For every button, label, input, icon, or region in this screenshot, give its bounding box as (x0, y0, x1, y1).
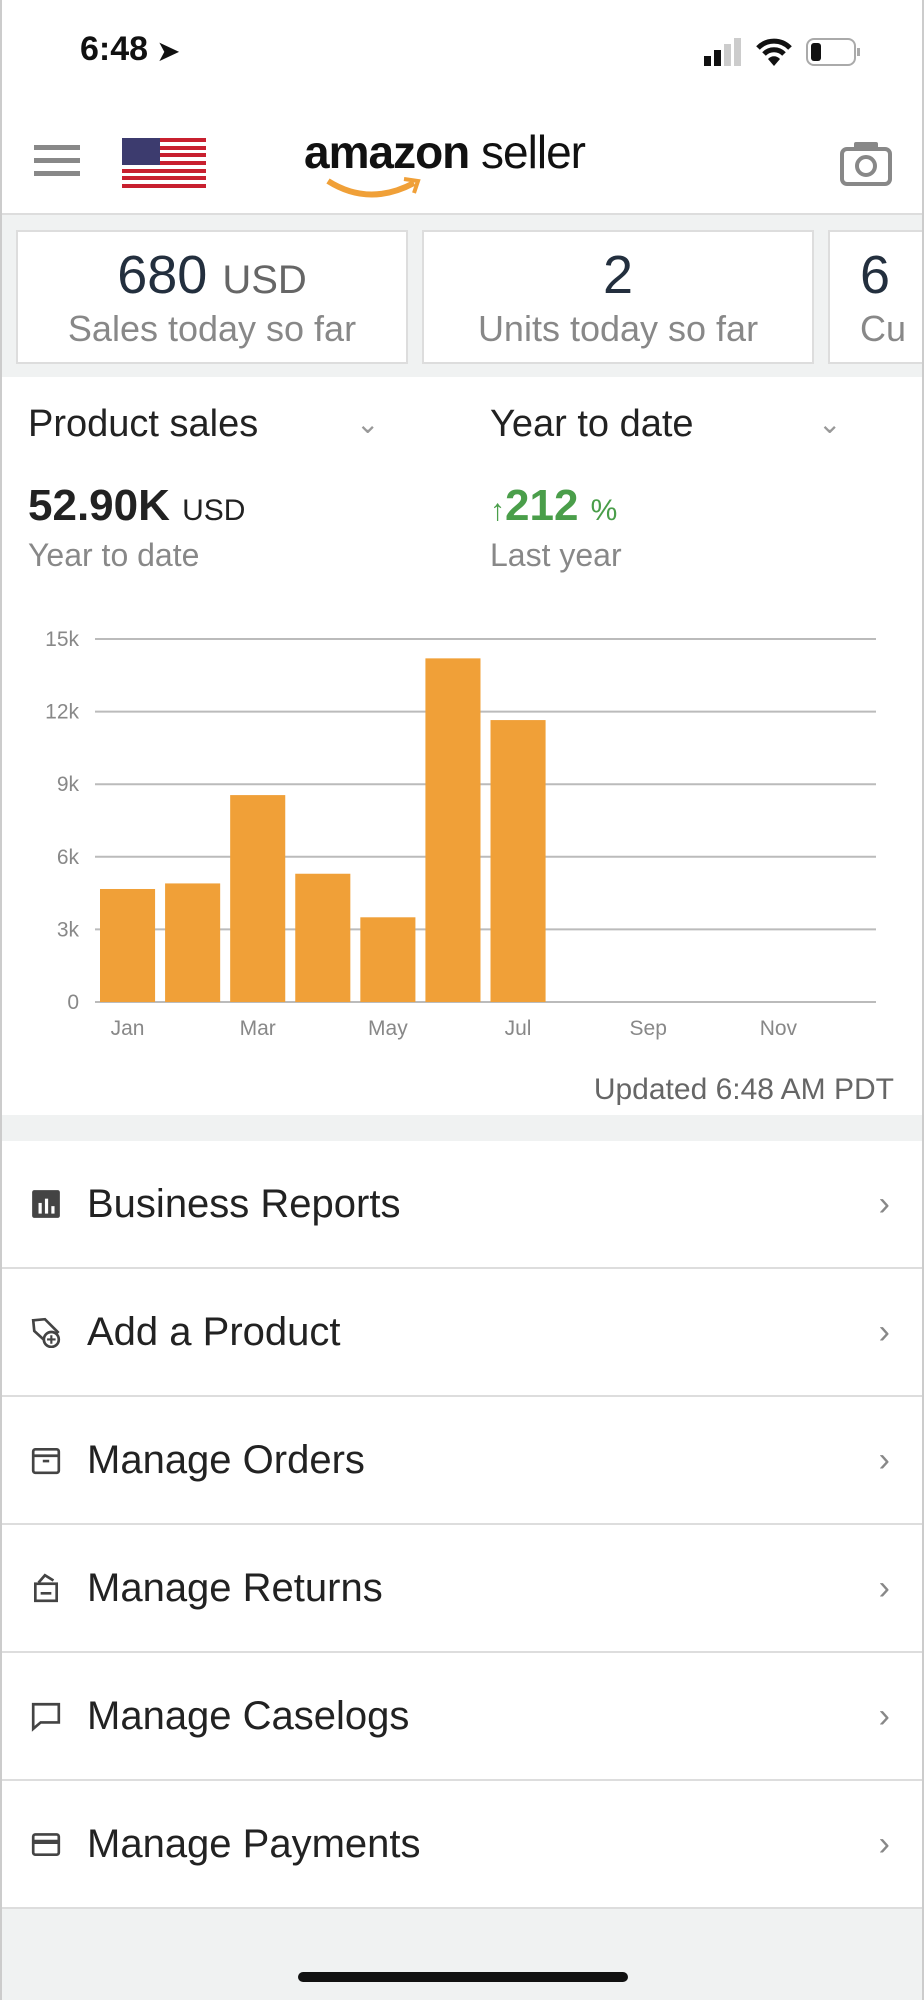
chevron-down-icon[interactable]: ⌄ (356, 408, 380, 439)
chat-icon (31, 1702, 61, 1732)
y-tick-label: 9k (57, 773, 80, 796)
arrow-up-icon: ↑ (490, 494, 505, 527)
tag-plus-icon (31, 1317, 61, 1348)
menu-item-business-reports[interactable]: Business Reports › (2, 1141, 922, 1269)
credit-card-icon (31, 1833, 61, 1856)
sales-unit: USD (182, 494, 246, 527)
bar-chart-icon (32, 1190, 60, 1218)
time-text: 6:48 (80, 30, 149, 68)
bar-jun[interactable] (425, 658, 481, 1002)
y-tick-label: 12k (45, 701, 79, 724)
bar-jan[interactable] (100, 888, 156, 1002)
chevron-right-icon: › (878, 1184, 890, 1223)
x-tick-label: May (368, 1017, 408, 1040)
x-tick-label: Mar (240, 1017, 276, 1040)
sales-sub-label: Year to date (28, 537, 200, 573)
chevron-right-icon: › (878, 1568, 890, 1607)
updated-timestamp: Updated 6:48 AM PDT (593, 1073, 894, 1106)
sales-bar-chart: 0 3k 6k 9k 12k 15k Jan Mar May Jul Sep Nov (45, 628, 876, 1040)
third-card-label: Cu (860, 308, 907, 349)
chevron-right-icon: › (878, 1824, 890, 1863)
clock: 6:48 ➤ (80, 30, 179, 69)
third-summary-card[interactable]: 6 Cu (828, 230, 922, 364)
menu-item-label: Manage Returns (87, 1565, 383, 1610)
bar-may[interactable] (360, 917, 416, 1002)
bar-apr[interactable] (295, 873, 351, 1002)
metric-dropdown[interactable]: Product sales (28, 403, 259, 445)
x-tick-label: Sep (630, 1017, 667, 1040)
change-value: 212 (505, 481, 579, 530)
chevron-right-icon: › (878, 1312, 890, 1351)
units-today-value: 2 (602, 245, 634, 305)
y-tick-label: 6k (57, 846, 80, 869)
x-tick-label: Jul (505, 1017, 532, 1040)
sales-ytd-value: 52.90K (28, 481, 170, 530)
third-card-value: 6 (860, 245, 891, 305)
units-today-card[interactable]: 2 Units today so far (422, 230, 814, 364)
bar-feb[interactable] (165, 883, 221, 1002)
period-dropdown[interactable]: Year to date (490, 403, 694, 445)
y-tick-label: 0 (67, 991, 79, 1014)
camera-icon[interactable] (840, 140, 892, 186)
sales-today-label: Sales today so far (67, 308, 357, 349)
amazon-seller-logo: amazon seller (304, 125, 586, 198)
menu-item-manage-caselogs[interactable]: Manage Caselogs › (2, 1653, 922, 1781)
x-tick-label: Nov (760, 1017, 798, 1040)
menu-item-label: Manage Caselogs (87, 1693, 410, 1738)
battery-icon (806, 38, 860, 66)
box-icon (31, 1448, 61, 1475)
bar-mar[interactable] (230, 795, 286, 1002)
amazon-smile-icon (326, 177, 421, 198)
units-today-label: Units today so far (477, 308, 759, 349)
y-tick-label: 15k (45, 628, 79, 651)
today-summary-cards: 680 USD Sales today so far 2 Units today… (2, 217, 922, 375)
chevron-right-icon: › (878, 1696, 890, 1735)
us-flag-icon[interactable] (122, 138, 206, 188)
menu-list: Business Reports › Add a Product › Manage Or… (2, 1141, 922, 1909)
menu-item-manage-payments[interactable]: Manage Payments › (2, 1781, 922, 1909)
change-unit: % (590, 494, 618, 527)
location-icon: ➤ (157, 36, 180, 66)
x-tick-label: Jan (111, 1017, 145, 1040)
wifi-icon (756, 38, 792, 66)
menu-icon[interactable] (34, 145, 80, 184)
status-bar: 6:48 ➤ (2, 0, 922, 110)
sales-today-value: 680 (117, 245, 208, 305)
signal-icon (704, 38, 741, 66)
top-nav: amazon seller (2, 110, 922, 215)
menu-item-manage-returns[interactable]: Manage Returns › (2, 1525, 922, 1653)
sales-today-unit: USD (222, 258, 307, 302)
home-indicator[interactable] (298, 1972, 628, 1982)
chevron-right-icon: › (878, 1440, 890, 1479)
bar-jul[interactable] (490, 720, 546, 1002)
sales-panel: Product sales ⌄ Year to date ⌄ 52.90K US… (2, 377, 922, 1115)
menu-item-label: Manage Orders (87, 1437, 365, 1482)
menu-item-label: Add a Product (87, 1309, 341, 1354)
chevron-down-icon[interactable]: ⌄ (818, 408, 842, 439)
change-sub-label: Last year (490, 537, 622, 573)
y-tick-label: 3k (57, 918, 80, 941)
return-box-icon (34, 1573, 58, 1603)
menu-item-label: Manage Payments (87, 1821, 421, 1866)
sales-today-card[interactable]: 680 USD Sales today so far (16, 230, 408, 364)
menu-item-add-a-product[interactable]: Add a Product › (2, 1269, 922, 1397)
menu-item-manage-orders[interactable]: Manage Orders › (2, 1397, 922, 1525)
menu-item-label: Business Reports (87, 1181, 401, 1226)
